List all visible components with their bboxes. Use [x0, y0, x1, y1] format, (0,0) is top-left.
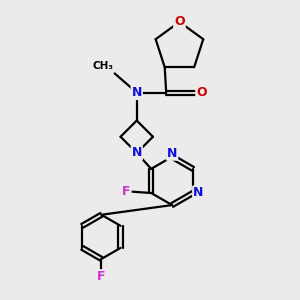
Text: CH₃: CH₃: [92, 61, 113, 71]
Text: F: F: [122, 185, 131, 198]
Text: N: N: [193, 187, 203, 200]
Text: O: O: [196, 86, 207, 99]
Text: N: N: [167, 147, 177, 160]
Text: N: N: [132, 86, 142, 99]
Text: O: O: [174, 15, 185, 28]
Text: N: N: [132, 146, 142, 159]
Text: F: F: [97, 270, 106, 283]
